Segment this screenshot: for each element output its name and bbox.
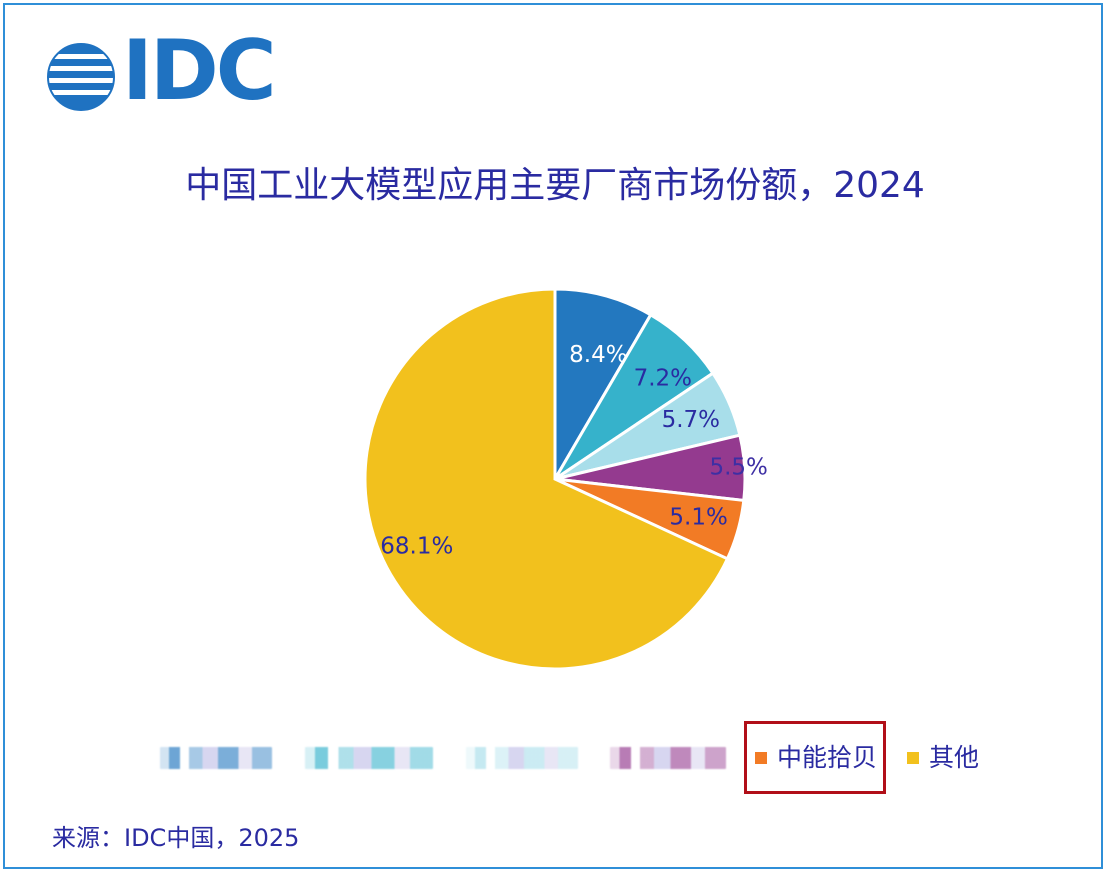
pie-slice-1: [553, 287, 653, 485]
globe-icon: [46, 43, 116, 111]
pie-data-label-6: 68.1%: [380, 533, 453, 559]
idc-logo-text: IDC: [122, 22, 277, 119]
chart-title: 中国工业大模型应用主要厂商市场份额，2024: [185, 165, 925, 206]
market-share-pie-chart: 8.4% 7.2% 5.7% 5.5% 5.1% 68.1%: [363, 287, 768, 671]
pie-slice-6: [363, 287, 730, 671]
pie-data-label-3: 5.7%: [662, 407, 720, 433]
highlight-box: [744, 721, 886, 794]
pie-data-label-4: 5.5%: [709, 454, 767, 480]
pie-data-label-2: 7.2%: [634, 366, 692, 392]
pie-data-label-5: 5.1%: [669, 505, 727, 531]
pie-data-label-1: 8.4%: [569, 342, 627, 368]
source-note: 来源：IDC中国，2025: [52, 824, 300, 852]
idc-logo: IDC: [46, 29, 281, 114]
